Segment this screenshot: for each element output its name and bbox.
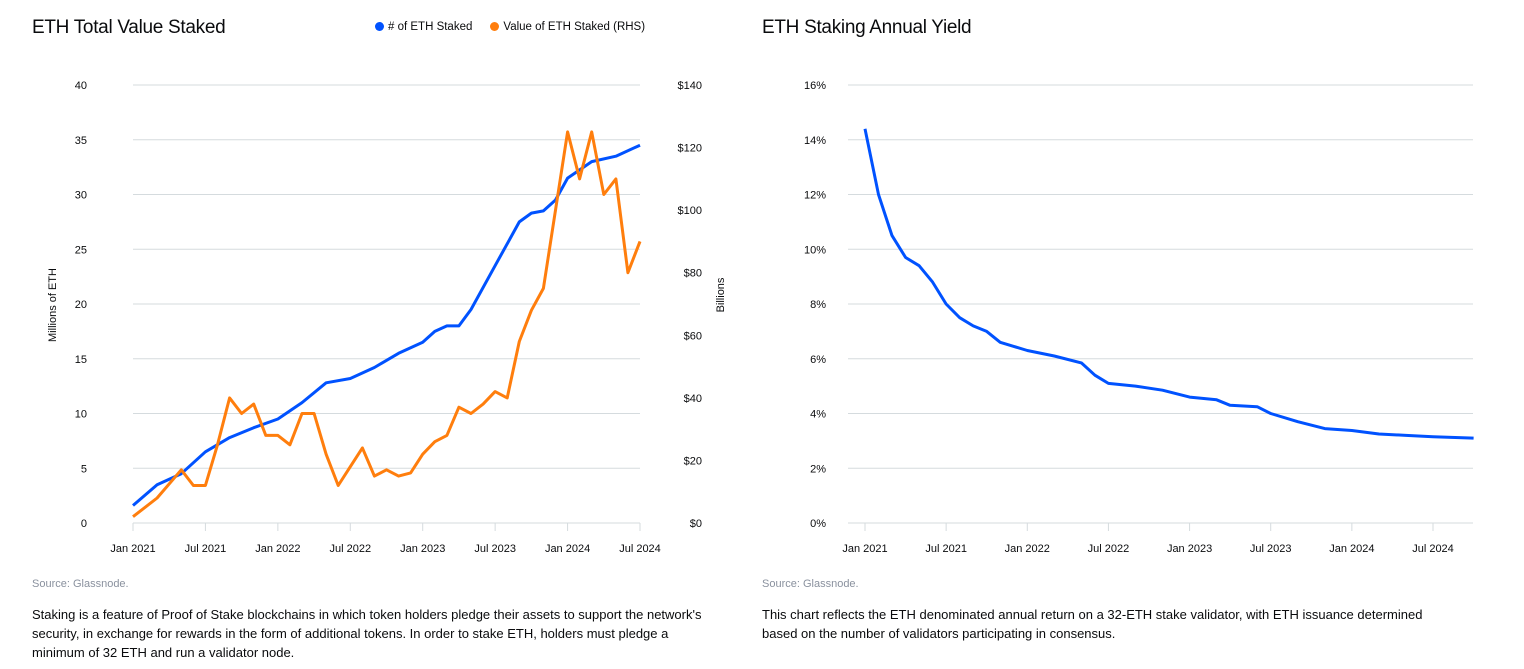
legend-label: Value of ETH Staked (RHS) xyxy=(503,21,646,33)
x-tick-label: Jan 2021 xyxy=(110,543,155,555)
y-tick-label: 0 xyxy=(81,518,87,530)
source-note: Source: Glassnode. xyxy=(762,578,859,590)
y-tick-label: 16% xyxy=(804,80,826,92)
x-tick-label: Jul 2021 xyxy=(925,543,967,555)
y-tick-label: 0% xyxy=(810,518,826,530)
y-tick-label: 15 xyxy=(75,354,87,366)
y2-tick-label: $60 xyxy=(684,330,702,342)
description: Staking is a feature of Proof of Stake b… xyxy=(32,607,702,660)
y-tick-label: 30 xyxy=(75,190,87,202)
legend-swatch xyxy=(375,22,384,31)
legend: # of ETH Staked Value of ETH Staked (RHS… xyxy=(375,21,645,33)
y2-tick-label: $120 xyxy=(678,143,702,155)
left-panel: ETH Total Value Staked # of ETH Staked V… xyxy=(0,0,760,669)
x-tick-label: Jul 2023 xyxy=(1250,543,1292,555)
series-line-1 xyxy=(132,143,641,507)
chart-title: ETH Staking Annual Yield xyxy=(762,17,972,38)
y-tick-label: 14% xyxy=(804,135,826,147)
y-tick-label: 10% xyxy=(804,244,826,256)
legend-item-value-staked: Value of ETH Staked (RHS) xyxy=(490,21,645,33)
x-tick-label: Jan 2021 xyxy=(842,543,887,555)
source-note: Source: Glassnode. xyxy=(32,578,129,590)
x-tick-label: Jul 2024 xyxy=(619,543,661,555)
chart-title: ETH Total Value Staked xyxy=(32,17,226,38)
y2-tick-label: $80 xyxy=(684,268,702,280)
x-tick-label: Jul 2022 xyxy=(329,543,371,555)
y-tick-label: 6% xyxy=(810,354,826,366)
series-line-1 xyxy=(863,128,1474,440)
y2-tick-label: $140 xyxy=(678,80,702,92)
x-tick-label: Jul 2023 xyxy=(474,543,516,555)
y-tick-label: 2% xyxy=(810,463,826,475)
x-tick-label: Jul 2022 xyxy=(1088,543,1130,555)
y2-tick-label: $40 xyxy=(684,393,702,405)
y-tick-label: 25 xyxy=(75,244,87,256)
y-tick-label: 4% xyxy=(810,409,826,421)
y-axis-label: Millions of ETH xyxy=(47,268,59,342)
series-line-2 xyxy=(132,130,642,518)
y2-axis-label: Billions xyxy=(715,277,727,312)
description: This chart reflects the ETH denominated … xyxy=(762,607,1423,641)
x-tick-label: Jan 2023 xyxy=(1167,543,1212,555)
x-tick-label: Jan 2022 xyxy=(255,543,300,555)
y-tick-label: 20 xyxy=(75,299,87,311)
x-tick-label: Jan 2023 xyxy=(400,543,445,555)
x-tick-label: Jan 2024 xyxy=(545,543,590,555)
y-tick-label: 10 xyxy=(75,409,87,421)
y-tick-label: 5 xyxy=(81,463,87,475)
legend-item-eth-staked: # of ETH Staked xyxy=(375,21,472,33)
y2-tick-label: $0 xyxy=(690,518,702,530)
y-tick-label: 8% xyxy=(810,299,826,311)
x-tick-label: Jan 2022 xyxy=(1005,543,1050,555)
y2-tick-label: $20 xyxy=(684,455,702,467)
right-panel: ETH Staking Annual Yield Source: Glassno… xyxy=(760,0,1524,669)
x-tick-label: Jul 2021 xyxy=(185,543,227,555)
y-tick-label: 35 xyxy=(75,135,87,147)
x-tick-label: Jul 2024 xyxy=(1412,543,1454,555)
x-tick-label: Jan 2024 xyxy=(1329,543,1374,555)
y2-tick-label: $100 xyxy=(678,205,702,217)
legend-label: # of ETH Staked xyxy=(388,21,473,33)
legend-swatch xyxy=(490,22,500,31)
y-tick-label: 40 xyxy=(75,80,87,92)
y-tick-label: 12% xyxy=(804,190,826,202)
